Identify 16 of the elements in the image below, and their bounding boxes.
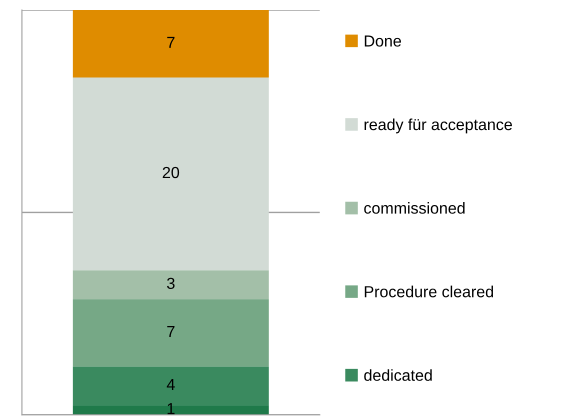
data-label: 20 bbox=[162, 166, 180, 178]
bar bbox=[72, 10, 269, 78]
bar bbox=[72, 405, 269, 415]
legend-label: commissioned bbox=[364, 202, 465, 214]
bar bbox=[72, 78, 269, 270]
legend-label: Procedure cleared bbox=[364, 286, 494, 298]
data-label: 7 bbox=[167, 36, 174, 48]
legend-label: ready für acceptance bbox=[364, 118, 512, 134]
data-label: 1 bbox=[168, 403, 175, 414]
data-label: 3 bbox=[167, 278, 175, 289]
data-label: 7 bbox=[167, 326, 174, 338]
bar bbox=[72, 299, 269, 367]
data-label: 4 bbox=[166, 379, 175, 390]
legend-label: Done bbox=[364, 36, 401, 47]
legend-label: dedicated bbox=[364, 369, 432, 381]
bar bbox=[72, 270, 269, 300]
